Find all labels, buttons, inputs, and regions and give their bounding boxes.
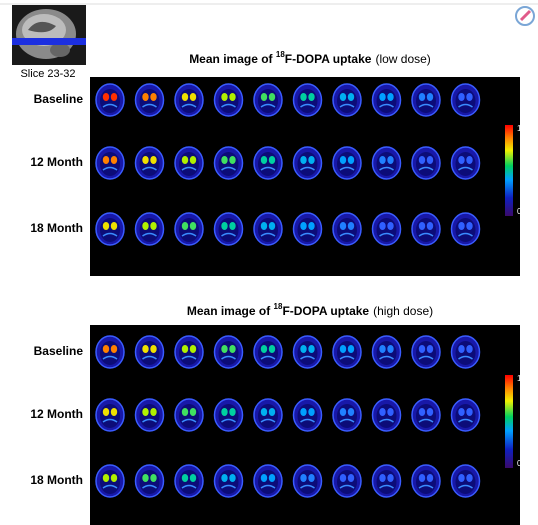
brain-slice bbox=[175, 336, 203, 368]
brain-slice bbox=[136, 336, 164, 368]
row-label: 12 Month bbox=[30, 407, 83, 421]
brain-slice bbox=[452, 399, 480, 431]
brain-slice bbox=[175, 147, 203, 179]
slice-label: Slice 23-32 bbox=[20, 68, 75, 80]
brain-slice bbox=[254, 213, 282, 245]
brain-slice bbox=[412, 147, 440, 179]
brain-slice bbox=[412, 336, 440, 368]
brain-slice bbox=[215, 465, 243, 497]
brain-slice bbox=[136, 147, 164, 179]
colorbar-min: 0.5 bbox=[517, 459, 529, 468]
panel-title: Mean image of 18F-DOPA uptake(low dose) bbox=[189, 50, 431, 66]
brain-slice bbox=[254, 147, 282, 179]
brain-slice bbox=[96, 336, 124, 368]
colorbar-max: 1.5 bbox=[517, 124, 529, 133]
brain-slice bbox=[215, 147, 243, 179]
brain-slice bbox=[294, 465, 322, 497]
brain-slice bbox=[175, 465, 203, 497]
brain-slice bbox=[333, 465, 361, 497]
brain-slice bbox=[373, 399, 401, 431]
brain-slice bbox=[333, 336, 361, 368]
brain-slice bbox=[333, 84, 361, 116]
brain-slice bbox=[175, 84, 203, 116]
brain-slice bbox=[452, 147, 480, 179]
brain-slice bbox=[215, 399, 243, 431]
brain-slice bbox=[452, 84, 480, 116]
brain-slice bbox=[96, 213, 124, 245]
brain-slice bbox=[373, 84, 401, 116]
brain-slice bbox=[333, 147, 361, 179]
brain-slice bbox=[452, 213, 480, 245]
brain-slice bbox=[412, 213, 440, 245]
brain-slice bbox=[373, 336, 401, 368]
brain-slice bbox=[254, 336, 282, 368]
brain-slice bbox=[412, 399, 440, 431]
brain-slice bbox=[373, 465, 401, 497]
brain-slice bbox=[136, 84, 164, 116]
brain-slice bbox=[412, 465, 440, 497]
row-label: 18 Month bbox=[30, 473, 83, 487]
brain-slice bbox=[412, 84, 440, 116]
brain-slice bbox=[136, 213, 164, 245]
brain-slice bbox=[136, 399, 164, 431]
brain-slice bbox=[96, 147, 124, 179]
row-label: 12 Month bbox=[30, 155, 83, 169]
brain-slice bbox=[96, 399, 124, 431]
colorbar bbox=[505, 375, 513, 468]
brain-slice bbox=[254, 465, 282, 497]
brain-slice bbox=[333, 399, 361, 431]
colorbar bbox=[505, 125, 513, 216]
brain-slice bbox=[294, 213, 322, 245]
row-label: Baseline bbox=[34, 344, 84, 358]
brain-slice bbox=[294, 147, 322, 179]
colorbar-max: 1.5 bbox=[517, 374, 529, 383]
brain-slice bbox=[254, 399, 282, 431]
figure: Slice 23-32 Mean image of 18F-DOPA uptak… bbox=[0, 0, 538, 525]
brain-slice bbox=[294, 336, 322, 368]
brain-slice bbox=[333, 213, 361, 245]
brain-slice bbox=[254, 84, 282, 116]
brain-slice bbox=[215, 213, 243, 245]
brain-slice bbox=[373, 147, 401, 179]
slice-thumbnail bbox=[12, 5, 86, 65]
brain-slice bbox=[175, 399, 203, 431]
panel-title: Mean image of 18F-DOPA uptake(high dose) bbox=[187, 302, 433, 318]
row-label: 18 Month bbox=[30, 221, 83, 235]
tool-icon[interactable] bbox=[516, 7, 534, 25]
colorbar-min: 0.5 bbox=[517, 207, 529, 216]
brain-slice bbox=[452, 465, 480, 497]
brain-slice bbox=[215, 84, 243, 116]
brain-slice bbox=[373, 213, 401, 245]
brain-slice bbox=[175, 213, 203, 245]
brain-slice bbox=[96, 84, 124, 116]
brain-slice bbox=[215, 336, 243, 368]
brain-slice bbox=[294, 84, 322, 116]
brain-slice bbox=[294, 399, 322, 431]
brain-slice bbox=[452, 336, 480, 368]
row-label: Baseline bbox=[34, 92, 84, 106]
brain-slice bbox=[96, 465, 124, 497]
brain-slice bbox=[136, 465, 164, 497]
